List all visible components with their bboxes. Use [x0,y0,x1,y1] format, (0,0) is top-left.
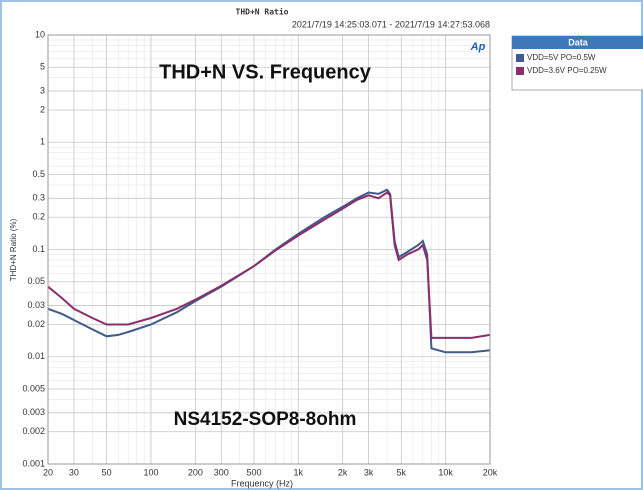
y-tick-label: 0.02 [27,319,45,329]
y-tick-label: 0.002 [22,426,45,436]
x-tick-label: 3k [364,467,374,477]
chart-subtitle: 2021/7/19 14:25:03.071 - 2021/7/19 14:27… [292,19,490,29]
x-axis-label: Frequency (Hz) [231,478,293,488]
y-tick-label: 0.2 [32,212,45,222]
y-tick-label: 0.3 [32,193,45,203]
y-tick-label: 1 [40,137,45,147]
x-tick-label: 300 [214,467,229,477]
y-tick-label: 0.5 [32,169,45,179]
x-tick-label: 20k [483,467,498,477]
x-tick-label: 10k [438,467,453,477]
series-line [47,188,491,354]
y-tick-label: 2 [40,104,45,114]
x-tick-label: 100 [143,467,158,477]
legend-label: VDD=5V PO=0.5W [527,53,596,62]
x-tick-label: 5k [397,467,407,477]
y-tick-label: 3 [40,85,45,95]
plot-border [47,34,491,465]
x-tick-label: 1k [294,467,304,477]
y-axis-label: THD+N Ratio (%) [9,218,18,281]
y-tick-label: 0.03 [27,300,45,310]
legend-label: VDD=3.6V PO=0.25W [527,66,607,75]
annotation: NS4152-SOP8-8ohm [174,409,357,430]
y-tick-label: 10 [35,29,45,39]
y-tick-label: 0.05 [27,276,45,286]
x-tick-label: 2k [338,467,348,477]
y-tick-label: 0.01 [27,351,45,361]
legend-title: Data [568,37,589,47]
y-tick-label: 0.003 [22,407,45,417]
logo: Ap [470,41,486,53]
annotation: THD+N VS. Frequency [159,61,372,83]
y-tick-label: 5 [40,62,45,72]
legend-swatch [516,67,524,75]
x-tick-label: 30 [69,467,79,477]
legend-swatch [516,54,524,62]
legend-header [512,36,643,49]
x-tick-label: 500 [246,467,261,477]
x-tick-label: 50 [102,467,112,477]
x-tick-label: 20 [43,467,53,477]
x-tick-label: 200 [188,467,203,477]
chart-title: THD+N Ratio [236,7,289,17]
y-tick-label: 0.1 [32,244,45,254]
series-line [47,191,491,339]
y-tick-label: 0.005 [22,383,45,393]
y-tick-label: 0.001 [22,458,45,468]
